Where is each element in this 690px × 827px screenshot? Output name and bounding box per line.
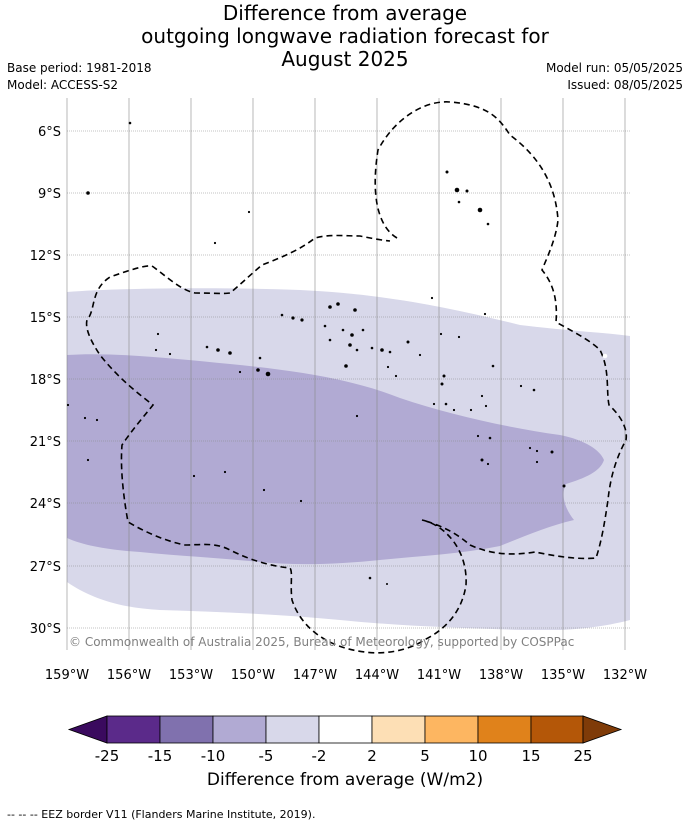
colorbar-swatch	[265, 715, 320, 744]
eez-footnote: -- -- -- EEZ border V11 (Flanders Marine…	[7, 808, 316, 821]
title-line-1: Difference from average	[222, 1, 468, 25]
gridlines	[66, 98, 630, 650]
colorbar-swatch	[318, 715, 373, 744]
lon-label: 141°W	[417, 668, 461, 683]
latitude-labels: 6°S 9°S 12°S 15°S 18°S 21°S 24°S 27°S 30…	[30, 125, 61, 637]
lon-label: 153°W	[169, 668, 213, 683]
lon-label: 156°W	[107, 668, 151, 683]
lon-label: 147°W	[293, 668, 337, 683]
colorbar-tick: 2	[367, 747, 377, 765]
colorbar-over-arrow	[582, 715, 623, 744]
islands	[66, 121, 608, 585]
colorbar-swatch	[212, 715, 267, 744]
colorbar-tick: 10	[468, 747, 487, 765]
lon-label: 135°W	[541, 668, 585, 683]
eez-border	[85, 101, 628, 654]
title-line-3: August 2025	[281, 47, 409, 71]
lat-label: 21°S	[30, 435, 61, 450]
lat-label: 24°S	[30, 497, 61, 512]
colorbar-tick: -10	[201, 747, 226, 765]
colorbar-swatch	[424, 715, 479, 744]
title-line-2: outgoing longwave radiation forecast for	[141, 24, 549, 48]
lon-label: 132°W	[603, 668, 647, 683]
lon-label: 144°W	[355, 668, 399, 683]
longitude-labels: 159°W 156°W 153°W 150°W 147°W 144°W 141°…	[45, 668, 647, 683]
colorbar-swatch	[477, 715, 532, 744]
model-run: Model run: 05/05/2025	[545, 61, 683, 75]
lon-label: 150°W	[231, 668, 275, 683]
model-name: Model: ACCESS-S2	[7, 78, 119, 92]
lat-label: 6°S	[38, 125, 61, 140]
lat-label: 12°S	[30, 249, 61, 264]
colorbar-swatch	[371, 715, 426, 744]
lon-label: 138°W	[479, 668, 523, 683]
lat-label: 30°S	[30, 622, 61, 637]
lat-label: 27°S	[30, 560, 61, 575]
lat-label: 9°S	[38, 187, 61, 202]
colorbar-tick: -25	[95, 747, 120, 765]
colorbar-tick: -5	[259, 747, 274, 765]
colorbar-under-arrow	[67, 715, 108, 744]
colorbar-tick: -15	[148, 747, 173, 765]
map-title: Difference from average outgoing longwav…	[0, 2, 690, 71]
colorbar-tick: 5	[420, 747, 430, 765]
base-period: Base period: 1981-2018	[7, 61, 152, 75]
meta-right: Model run: 05/05/2025 Issued: 08/05/2025	[546, 60, 683, 94]
colorbar	[67, 715, 623, 744]
lon-label: 159°W	[45, 668, 89, 683]
colorbar-swatch	[159, 715, 214, 744]
map-area: © Commonwealth of Australia 2025, Bureau…	[66, 98, 630, 654]
lat-label: 18°S	[30, 373, 61, 388]
lat-label: 15°S	[30, 311, 61, 326]
colorbar-tick: -2	[312, 747, 327, 765]
issued-date: Issued: 08/05/2025	[567, 78, 683, 92]
colorbar-swatch	[106, 715, 161, 744]
colorbar-swatch	[530, 715, 584, 744]
colorbar-ticks: -25 -15 -10 -5 -2 2 5 10 15 25	[95, 747, 593, 765]
anomaly-medium-region	[67, 354, 604, 565]
colorbar-tick: 25	[573, 747, 592, 765]
colorbar-label: Difference from average (W/m2)	[206, 770, 484, 790]
copyright-text: © Commonwealth of Australia 2025, Bureau…	[69, 635, 574, 649]
colorbar-tick: 15	[521, 747, 540, 765]
meta-left: Base period: 1981-2018 Model: ACCESS-S2	[7, 60, 152, 94]
